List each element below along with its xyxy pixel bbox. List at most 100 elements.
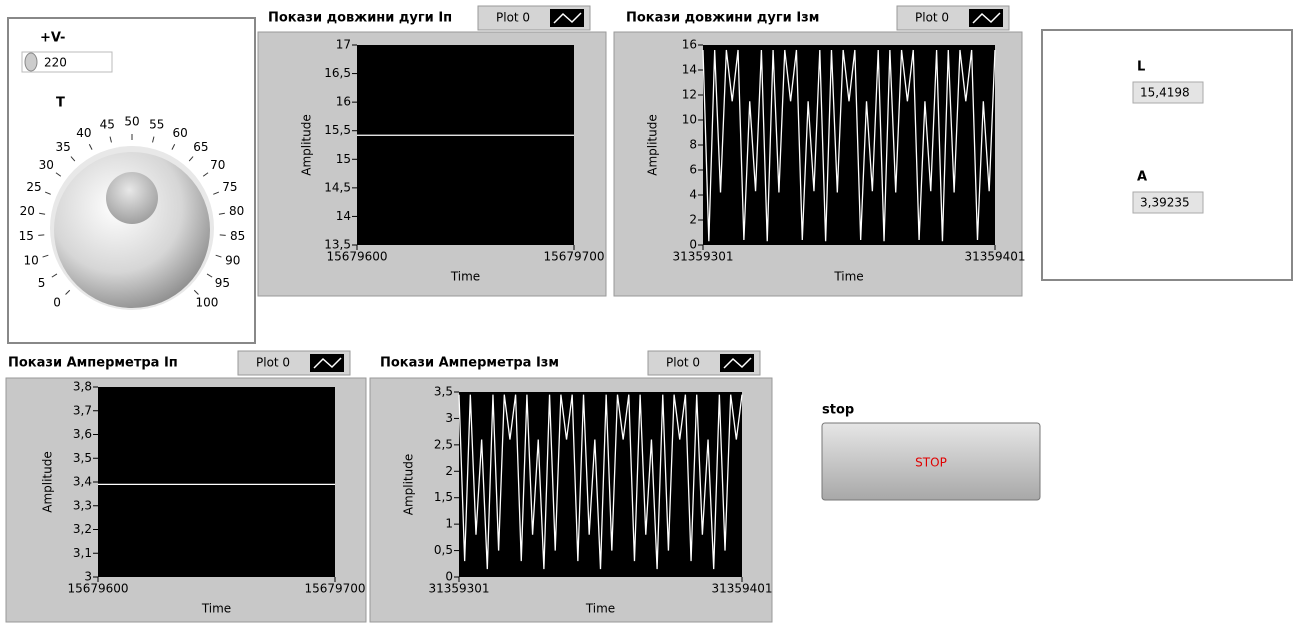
voltage-input[interactable] [21, 51, 113, 73]
dial-tick-label: 95 [215, 276, 230, 290]
x-axis-label: Time [585, 602, 615, 616]
y-axis-label: Amplitude [646, 114, 660, 176]
dial-tick [70, 156, 76, 162]
y-tick-label: 3,4 [73, 475, 92, 489]
x-axis-label: Time [450, 270, 480, 284]
indicator-label: L [1137, 60, 1145, 75]
legend-line [553, 12, 582, 24]
y-tick-label: 14 [336, 209, 351, 223]
legend-name: Plot 0 [666, 356, 700, 370]
dial-tick-label: 70 [210, 158, 225, 172]
y-tick-label: 3,8 [73, 380, 92, 394]
dial-tick [55, 172, 62, 177]
x-tick-label: 31359401 [964, 250, 1025, 264]
x-tick-label: 15679600 [67, 582, 128, 596]
y-tick-label: 3,6 [73, 427, 92, 441]
dial-tick [218, 212, 225, 215]
dial-tick [65, 289, 71, 295]
stop-text: STOP [915, 456, 947, 470]
dial-tick-label: 30 [39, 158, 54, 172]
dial-tick-label: 15 [19, 229, 34, 243]
y-tick-label: 0 [689, 238, 697, 252]
indicator-value: 15,4198 [1140, 86, 1190, 100]
indicator-box [1132, 191, 1204, 214]
dial-tick-label: 25 [26, 180, 41, 194]
dial-tick-label: 10 [24, 253, 39, 267]
plot-area [98, 387, 335, 577]
dial-tick-label: 0 [53, 295, 61, 309]
stop-button[interactable] [821, 422, 1041, 501]
x-tick-label: 31359301 [428, 582, 489, 596]
legend-name: Plot 0 [915, 11, 949, 25]
dial-tick [152, 136, 155, 143]
y-tick-label: 10 [682, 113, 697, 127]
dial-tick-label: 90 [225, 253, 240, 267]
y-tick-label: 12 [682, 88, 697, 102]
indicator-panel [1041, 29, 1293, 281]
dial-tick [44, 191, 51, 195]
y-tick-label: 3,5 [73, 451, 92, 465]
dial-tick [51, 273, 58, 278]
y-axis-label: Amplitude [402, 454, 416, 516]
legend-line [972, 12, 1001, 24]
spin-button[interactable] [24, 52, 38, 72]
dial-tick [193, 289, 199, 295]
y-axis-label: Amplitude [41, 451, 55, 513]
dial-tick-label: 5 [38, 276, 46, 290]
series-line [458, 394, 743, 570]
y-tick-label: 17 [336, 38, 351, 52]
legend-name: Plot 0 [496, 11, 530, 25]
plot-area [357, 45, 574, 245]
y-tick-label: 2 [689, 213, 697, 227]
dial-tick-label: 20 [20, 204, 35, 218]
legend-name: Plot 0 [256, 356, 290, 370]
x-axis-label: Time [201, 602, 231, 616]
dial-tick [42, 254, 49, 258]
dial-tick [109, 136, 112, 143]
y-tick-label: 8 [689, 138, 697, 152]
x-tick-label: 15679600 [326, 250, 387, 264]
y-tick-label: 3,3 [73, 498, 92, 512]
y-tick-label: 13,5 [324, 238, 351, 252]
y-tick-label: 1,5 [434, 490, 453, 504]
chart-title: Покази довжини дуги Ізм [626, 11, 819, 26]
series-line [702, 49, 996, 242]
voltage-label: +V- [40, 31, 65, 46]
x-tick-label: 15679700 [543, 250, 604, 264]
dial[interactable] [50, 146, 214, 310]
y-tick-label: 2,5 [434, 437, 453, 451]
y-tick-label: 16 [336, 95, 351, 109]
plot-area [703, 45, 995, 245]
y-tick-label: 6 [689, 163, 697, 177]
dial-tick [171, 144, 176, 150]
dial-tick-label: 35 [56, 140, 71, 154]
y-tick-label: 14 [682, 63, 697, 77]
y-tick-label: 0,5 [434, 543, 453, 557]
x-tick-label: 31359401 [711, 582, 772, 596]
plot-area [459, 392, 742, 577]
dial-tick-label: 45 [100, 117, 115, 131]
dial-tick-label: 75 [222, 180, 237, 194]
y-tick-label: 1 [445, 517, 453, 531]
dial-tick-label: 40 [76, 126, 91, 140]
dial-grip [106, 172, 158, 224]
voltage-value: 220 [44, 56, 67, 70]
x-tick-label: 15679700 [304, 582, 365, 596]
dial-tick [39, 212, 46, 215]
y-tick-label: 4 [689, 188, 697, 202]
dial-tick-label: 55 [149, 117, 164, 131]
chart-title: Покази довжини дуги Іп [268, 11, 452, 26]
dial-tick-label: 50 [124, 115, 139, 129]
dial-tick [202, 172, 209, 177]
dial-tick-label: 80 [229, 204, 244, 218]
stop-label: stop [822, 403, 854, 418]
y-tick-label: 2 [445, 464, 453, 478]
dial-tick [188, 156, 194, 162]
dial-tick [88, 144, 93, 150]
indicator-label: A [1137, 170, 1147, 185]
dial-knob [54, 152, 210, 308]
dial-tick-label: 60 [172, 126, 187, 140]
y-tick-label: 3 [84, 570, 92, 584]
indicator-box [1132, 81, 1204, 104]
y-axis-label: Amplitude [300, 114, 314, 176]
